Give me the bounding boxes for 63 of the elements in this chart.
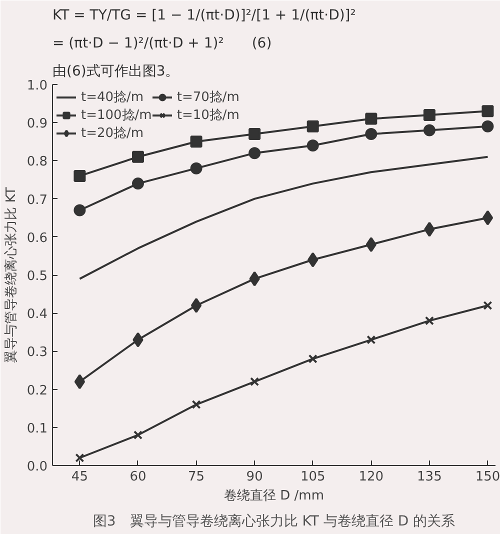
point: [132, 178, 144, 190]
x-tick-label: 60: [130, 470, 146, 484]
point: [190, 136, 202, 148]
point: [366, 237, 376, 252]
point: [306, 120, 319, 132]
point: [308, 354, 318, 364]
x-tick-label: 120: [358, 470, 384, 484]
text: KT = TY/TG = [1 − 1/(πt·D)]²/[1 + 1/(πt·D)]²: [52, 8, 356, 24]
point: [248, 147, 261, 160]
point: [482, 210, 494, 226]
y-tick-label: 0.6: [26, 230, 48, 246]
point: [483, 300, 492, 310]
x-axis-title: 卷绕直径 D /mm: [224, 488, 324, 504]
point: [74, 374, 86, 390]
x-tick-label: 105: [300, 470, 326, 484]
y-axis-title: 翼导与管导卷绕离心张力比 KT: [2, 187, 19, 363]
point: [190, 298, 202, 313]
point: [74, 204, 86, 216]
text: 图3 翼导与管导卷绕离心张力比 KT 与卷绕直径 D 的关系: [92, 514, 456, 530]
point: [424, 222, 435, 237]
point: [482, 120, 494, 132]
x-tick-label: 45: [71, 470, 88, 484]
point: [424, 316, 434, 326]
point: [75, 453, 84, 462]
legend-label: t=20捻/m: [81, 125, 144, 142]
y-tick-label: 0.1: [26, 421, 48, 436]
point: [423, 124, 436, 136]
y-tick-label: 0.8: [26, 154, 48, 170]
point: [132, 332, 144, 348]
y-tick-label: 0.5: [26, 269, 48, 284]
x-tick-label: 150: [475, 470, 500, 484]
x-tick-label: 90: [246, 470, 263, 484]
y-tick-label: 0.0: [26, 460, 48, 474]
legend-label: t=100捻/m: [81, 107, 152, 124]
point: [74, 170, 86, 182]
legend-label: t=70捻/m: [176, 89, 240, 106]
point: [366, 335, 376, 344]
line-series: [78, 156, 489, 280]
text: 由(6)式可作出图3。: [52, 64, 180, 80]
point: [132, 150, 144, 163]
y-tick-label: 0.9: [26, 116, 48, 132]
point: [365, 112, 378, 125]
text: = (πt·D − 1)²/(πt·D + 1)² (6): [52, 36, 272, 52]
point: [190, 162, 202, 174]
point: [250, 377, 260, 386]
point: [133, 430, 143, 440]
point: [249, 271, 260, 286]
x-tick-label: 135: [417, 470, 442, 484]
point: [248, 128, 261, 140]
legend-label: t=10捻/m: [176, 107, 240, 124]
legend-label: t=40捻/m: [81, 89, 144, 106]
point: [423, 108, 436, 121]
point: [308, 252, 318, 268]
point: [192, 400, 201, 410]
x-tick-label: 75: [188, 470, 205, 484]
point: [365, 128, 378, 140]
y-tick-label: 1.0: [26, 78, 48, 94]
y-tick-label: 0.2: [26, 383, 48, 398]
y-tick-label: 0.4: [26, 307, 48, 322]
point: [306, 139, 319, 152]
y-tick-label: 0.3: [26, 345, 48, 360]
point: [482, 105, 494, 118]
y-tick-label: 0.7: [26, 192, 48, 208]
